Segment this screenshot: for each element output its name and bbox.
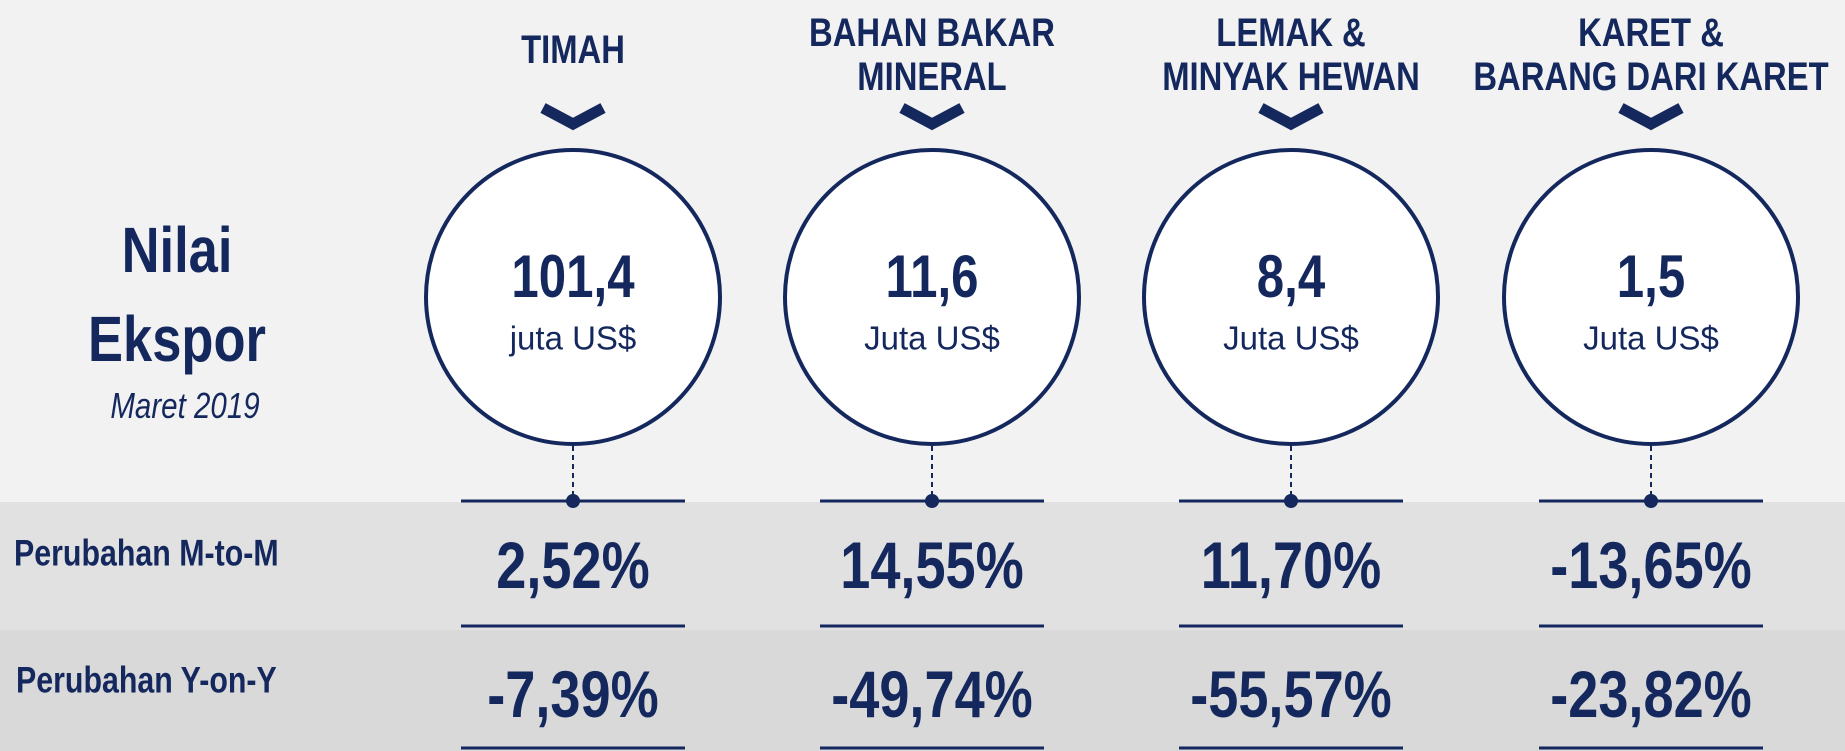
column-title: KARET &	[1562, 13, 1740, 53]
chevron	[1618, 103, 1684, 131]
value: 11,6	[885, 243, 979, 310]
column-title: BAHAN BAKAR	[782, 13, 1082, 53]
chevron	[899, 103, 965, 131]
column-title: BARANG DARI KARET	[1473, 55, 1829, 99]
unit: Juta US$	[864, 319, 1000, 357]
value: 8,4	[1249, 247, 1332, 307]
m-to-m-value: 11,70%	[1181, 532, 1401, 598]
m-to-m-value: 14,55%	[840, 528, 1024, 602]
value-circle	[424, 148, 722, 446]
m-to-m-value: -13,65%	[1528, 532, 1774, 598]
y-on-y-value: -7,39%	[487, 657, 659, 731]
m-to-m-value: 14,55%	[820, 532, 1044, 598]
y-on-y-value: -55,57%	[1190, 657, 1392, 731]
y-on-y-value: -55,57%	[1168, 661, 1414, 727]
row-band	[0, 630, 1845, 751]
title-line: Nilai	[121, 214, 233, 286]
unit: Juta US$	[1223, 322, 1359, 355]
unit: Juta US$	[1583, 322, 1719, 355]
unit: juta US$	[510, 322, 637, 355]
value: 1,5	[1616, 243, 1686, 310]
m-to-m-value: 2,52%	[496, 528, 650, 602]
value: 1,5	[1609, 247, 1692, 307]
y-on-y-value: -7,39%	[468, 661, 677, 727]
m-to-m-value: 11,70%	[1200, 528, 1382, 602]
title-line: Ekspor	[88, 303, 266, 375]
unit: juta US$	[509, 319, 637, 357]
column-title: KARET &	[1578, 11, 1724, 55]
column-title: MINYAK HEWAN	[1134, 57, 1448, 97]
y-on-y-value: -49,74%	[809, 661, 1055, 727]
y-on-y-value: -49,74%	[831, 657, 1033, 731]
column-title: MINERAL	[857, 55, 1007, 99]
column-title: LEMAK &	[1200, 13, 1382, 53]
column-title: TIMAH	[510, 30, 637, 70]
column-title: MINERAL	[841, 57, 1023, 97]
value-circle	[1502, 148, 1800, 446]
unit: Juta US$	[1583, 319, 1719, 357]
column-title: LEMAK &	[1216, 11, 1366, 55]
chevron	[1258, 103, 1324, 131]
m-to-m-value: 2,52%	[479, 532, 666, 598]
y-on-y-value: -23,82%	[1528, 661, 1774, 727]
value-circle	[1142, 148, 1440, 446]
unit: Juta US$	[1223, 319, 1359, 357]
y-on-y-value: -23,82%	[1550, 657, 1752, 731]
value: 101,4	[511, 243, 635, 310]
value-circle	[783, 148, 1081, 446]
column-title: TIMAH	[521, 28, 625, 72]
value: 11,6	[875, 247, 988, 307]
column-title: MINYAK HEWAN	[1162, 55, 1420, 99]
value: 8,4	[1256, 243, 1326, 310]
subtitle: Maret 2019	[110, 385, 260, 426]
m-to-m-value: -13,65%	[1550, 528, 1752, 602]
column-title: BARANG DARI KARET	[1434, 57, 1845, 97]
row-label: Perubahan M-to-M	[14, 532, 279, 574]
column-title: BAHAN BAKAR	[809, 11, 1055, 55]
row-label: Perubahan Y-on-Y	[16, 659, 277, 701]
unit: Juta US$	[864, 322, 1000, 355]
row-band	[0, 502, 1845, 630]
value: 101,4	[498, 247, 648, 307]
chevron	[540, 103, 606, 131]
